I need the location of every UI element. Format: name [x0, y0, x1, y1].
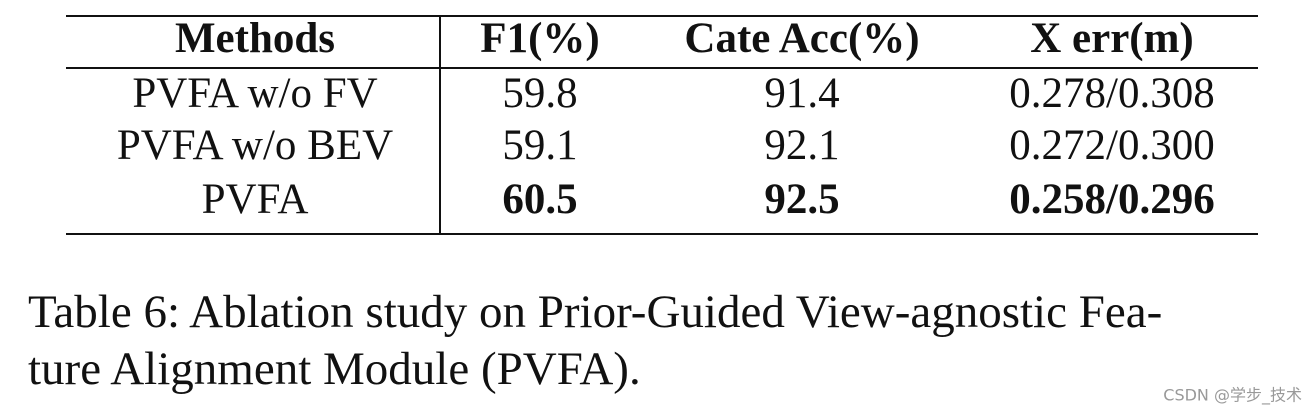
- table-cell: 92.1: [764, 122, 839, 169]
- table-cell: 0.272/0.300: [1009, 122, 1214, 169]
- watermark: CSDN @学步_技术: [1163, 386, 1302, 406]
- header-cell: Cate Acc(%): [684, 15, 919, 62]
- table-cell: PVFA w/o FV: [132, 70, 377, 117]
- table-cell: 0.258/0.296: [1009, 176, 1214, 223]
- table-cell: 59.1: [502, 122, 577, 169]
- table-cell: 92.5: [764, 176, 839, 223]
- header-cell: X err(m): [1030, 15, 1194, 62]
- table-cell: 0.278/0.308: [1009, 70, 1214, 117]
- table-cell: 60.5: [502, 176, 577, 223]
- caption-line: Table 6: Ablation study on Prior-Guided …: [28, 286, 1162, 338]
- table-cells: Methods F1(%) Cate Acc(%) X err(m) PVFA w/o …: [117, 15, 1215, 223]
- table-cell: 59.8: [502, 70, 577, 117]
- header-cell: F1(%): [480, 15, 599, 62]
- table-cell: PVFA: [202, 176, 309, 223]
- table-cell: 91.4: [764, 70, 839, 117]
- header-cell: Methods: [175, 15, 335, 62]
- caption-line: ture Alignment Module (PVFA).: [28, 343, 641, 395]
- table-cell: PVFA w/o BEV: [117, 122, 393, 169]
